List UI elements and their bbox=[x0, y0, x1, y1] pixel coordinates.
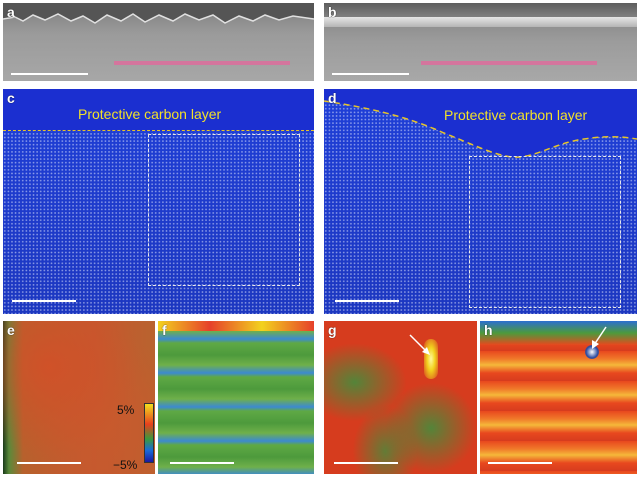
carbon-layer-region-c bbox=[3, 89, 314, 131]
strain-colorbar bbox=[144, 403, 154, 463]
panel-f: f bbox=[158, 321, 314, 474]
panel-h: h bbox=[480, 321, 637, 474]
panel-g: g bbox=[324, 321, 477, 474]
scale-bar-c bbox=[12, 300, 76, 302]
scale-bar-h bbox=[488, 462, 552, 464]
scale-bar-a bbox=[11, 73, 88, 75]
panel-label-e: e bbox=[7, 322, 15, 338]
panel-label-h: h bbox=[484, 322, 493, 338]
panel-label-a: a bbox=[7, 4, 15, 20]
colorbar-max-label: 5% bbox=[117, 403, 135, 417]
panel-label-c: c bbox=[7, 90, 15, 106]
scale-bar-f bbox=[170, 462, 234, 464]
panel-label-b: b bbox=[328, 4, 337, 20]
top-band-f bbox=[158, 321, 314, 331]
colorbar-min-label: −5% bbox=[113, 458, 138, 472]
panel-a: a bbox=[3, 3, 314, 81]
scale-bar-d bbox=[335, 300, 399, 302]
panel-b: b bbox=[324, 3, 637, 81]
top-band-h bbox=[480, 321, 637, 345]
arrow-icon bbox=[592, 326, 607, 349]
sem-surface-a bbox=[3, 3, 314, 24]
panel-label-g: g bbox=[328, 322, 337, 338]
panel-d: d Protective carbon layer bbox=[324, 89, 637, 314]
panel-label-d: d bbox=[328, 90, 337, 106]
sem-surface-b bbox=[324, 17, 637, 27]
region-box-c bbox=[148, 134, 300, 286]
panel-c: c Protective carbon layer bbox=[3, 89, 314, 314]
scale-bar-e bbox=[17, 462, 81, 464]
interface-line-c bbox=[3, 130, 314, 131]
scale-bar-g bbox=[334, 462, 398, 464]
pink-marker-b bbox=[421, 61, 597, 65]
carbon-layer-label-d: Protective carbon layer bbox=[444, 107, 588, 123]
panel-label-f: f bbox=[162, 322, 167, 338]
region-box-d bbox=[469, 156, 621, 308]
hotspot-h bbox=[585, 345, 599, 359]
panel-e: e 5% −5% bbox=[3, 321, 155, 474]
pink-marker-a bbox=[114, 61, 290, 65]
arrow-icon bbox=[409, 334, 430, 355]
carbon-layer-label-c: Protective carbon layer bbox=[78, 106, 222, 122]
scale-bar-b bbox=[332, 73, 409, 75]
